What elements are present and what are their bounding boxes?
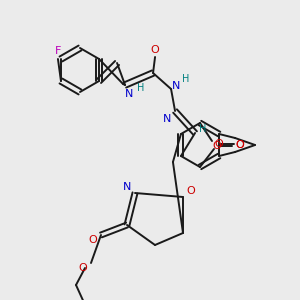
- Text: H: H: [182, 74, 190, 84]
- Text: H: H: [137, 83, 145, 93]
- Text: F: F: [55, 46, 61, 56]
- Text: O: O: [151, 45, 159, 55]
- Text: O: O: [79, 263, 87, 273]
- Text: N: N: [172, 81, 180, 91]
- Text: O: O: [214, 139, 224, 149]
- Text: H: H: [200, 124, 207, 134]
- Text: O: O: [213, 141, 221, 151]
- Text: O: O: [187, 186, 195, 196]
- Text: N: N: [163, 114, 171, 124]
- Text: O: O: [88, 235, 98, 245]
- Text: O: O: [236, 140, 244, 150]
- Text: N: N: [125, 89, 133, 99]
- Text: N: N: [123, 182, 131, 192]
- Text: O: O: [236, 140, 244, 150]
